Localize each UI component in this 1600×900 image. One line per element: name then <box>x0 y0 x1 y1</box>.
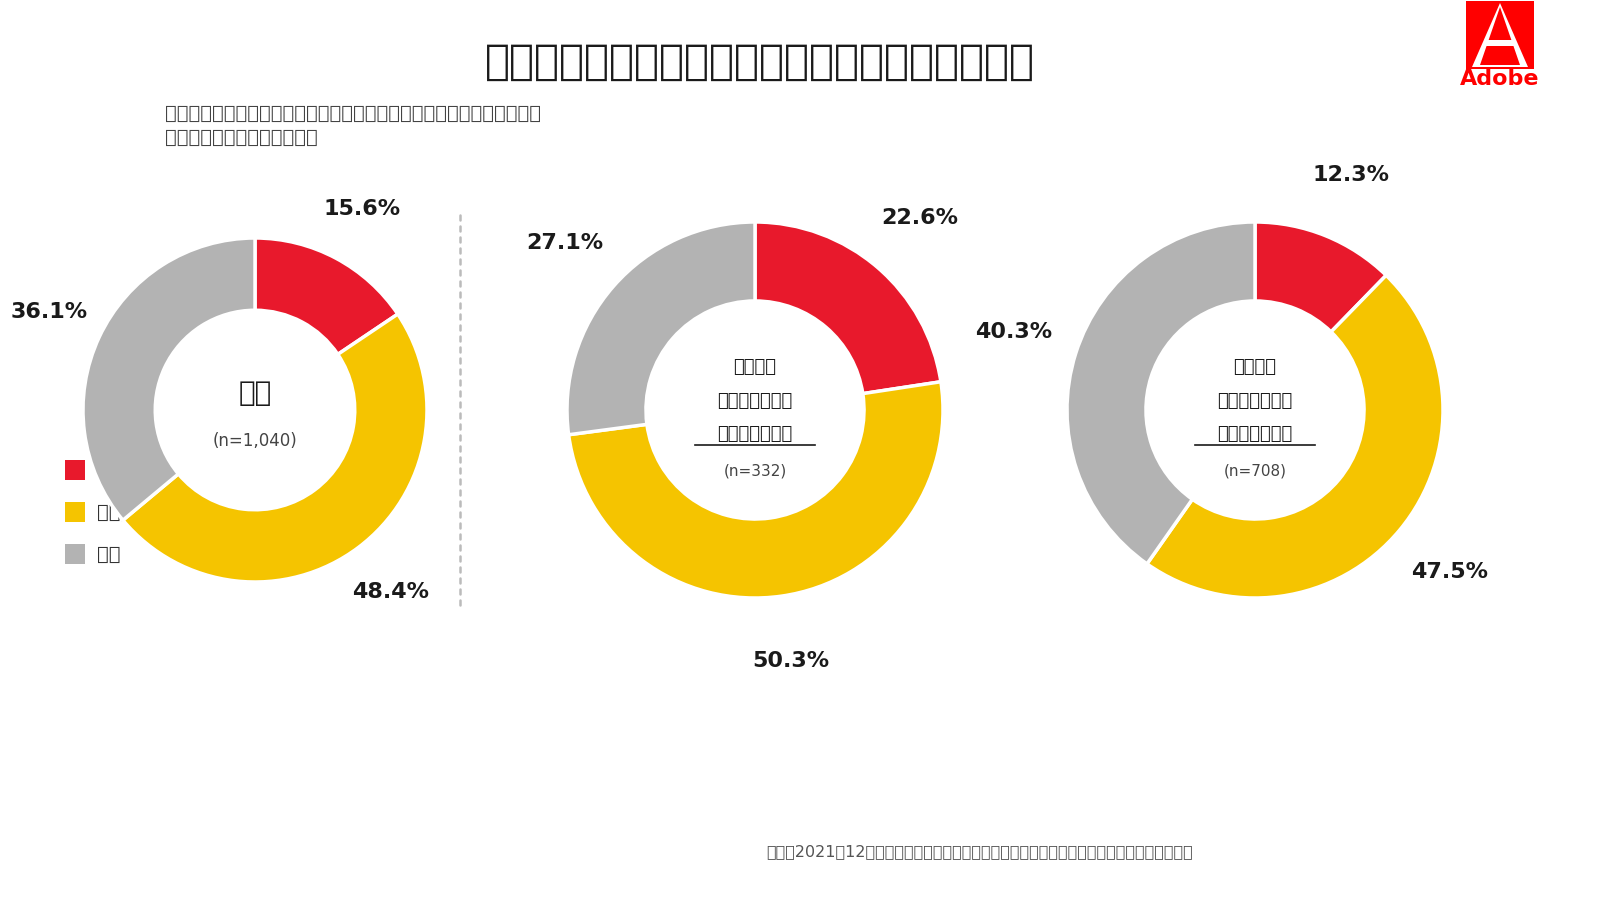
Wedge shape <box>566 222 755 435</box>
Text: 27.1%: 27.1% <box>526 233 603 253</box>
Text: デジタルマーケティングとコロナ禍での業績変化: デジタルマーケティングとコロナ禍での業績変化 <box>485 41 1035 83</box>
Text: 48.4%: 48.4% <box>352 582 429 602</box>
Text: Adobe: Adobe <box>1461 69 1539 89</box>
Text: 出典：2021年12月　アドビ株式会社「アフターコロナに向けたデジタル戦略に関する調査」: 出典：2021年12月 アドビ株式会社「アフターコロナに向けたデジタル戦略に関す… <box>766 844 1194 860</box>
Text: 50.3%: 50.3% <box>752 651 829 671</box>
Text: どのように変化しましたか。: どのように変化しましたか。 <box>165 128 318 147</box>
Text: 拡大: 拡大 <box>98 461 120 480</box>
Bar <box>1486 40 1514 46</box>
Wedge shape <box>1254 222 1386 332</box>
Bar <box>66 544 85 564</box>
Polygon shape <box>1472 3 1528 67</box>
Text: (n=332): (n=332) <box>723 464 787 479</box>
Wedge shape <box>123 314 427 582</box>
Wedge shape <box>83 238 254 520</box>
Wedge shape <box>755 222 941 393</box>
Wedge shape <box>254 238 398 355</box>
Wedge shape <box>1147 275 1443 598</box>
Polygon shape <box>1480 7 1520 65</box>
FancyBboxPatch shape <box>1466 1 1534 69</box>
Text: 36.1%: 36.1% <box>11 302 88 322</box>
Text: 12.3%: 12.3% <box>1312 166 1389 185</box>
Text: マーケティング: マーケティング <box>1218 392 1293 410</box>
Wedge shape <box>1067 222 1254 564</box>
Text: デジタル: デジタル <box>1234 358 1277 376</box>
Bar <box>66 502 85 522</box>
Wedge shape <box>568 382 942 598</box>
Text: 横ばい: 横ばい <box>98 502 133 521</box>
Text: 新型コロナウイルス感染拡大により、貴社の業績はコロナ前と比較して: 新型コロナウイルス感染拡大により、貴社の業績はコロナ前と比較して <box>165 104 541 122</box>
Text: ツール導入なし: ツール導入なし <box>1218 426 1293 444</box>
Text: 47.5%: 47.5% <box>1411 562 1488 582</box>
Text: (n=708): (n=708) <box>1224 464 1286 479</box>
Text: ツール導入あり: ツール導入あり <box>717 426 792 444</box>
Text: (n=1,040): (n=1,040) <box>213 432 298 450</box>
Text: 全体: 全体 <box>238 379 272 407</box>
Text: 15.6%: 15.6% <box>323 199 400 220</box>
Text: 縮小: 縮小 <box>98 544 120 563</box>
Text: 22.6%: 22.6% <box>882 208 958 228</box>
Text: マーケティング: マーケティング <box>717 392 792 410</box>
Bar <box>66 460 85 480</box>
Text: 40.3%: 40.3% <box>974 322 1053 342</box>
Text: デジタル: デジタル <box>733 358 776 376</box>
